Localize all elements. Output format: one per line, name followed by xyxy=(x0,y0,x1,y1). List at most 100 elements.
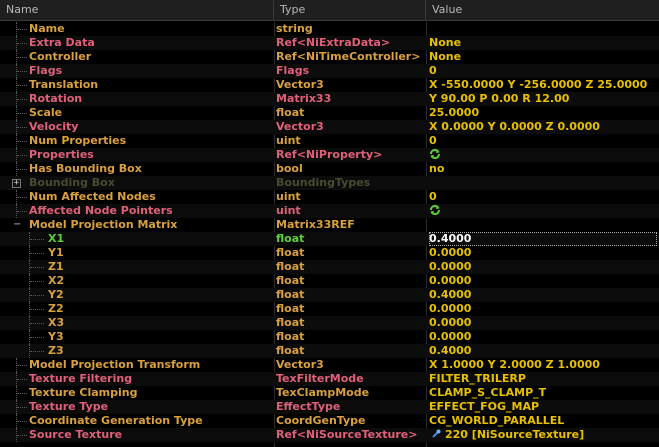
property-value[interactable]: 0.0000 xyxy=(429,330,657,344)
property-value[interactable]: 220 [NiSourceTexture] xyxy=(429,428,657,442)
property-row[interactable]: Affected Node Pointers uint xyxy=(0,204,659,218)
property-row[interactable]: Name string xyxy=(0,22,659,36)
property-value[interactable]: 25.0000 xyxy=(429,106,657,120)
property-row[interactable]: Extra Data Ref<NiExtraData> None xyxy=(0,36,659,50)
property-value[interactable]: 0.0000 xyxy=(429,302,657,316)
property-row[interactable]: Y3 float 0.0000 xyxy=(0,330,659,344)
property-row[interactable]: Controller Ref<NiTimeController> None xyxy=(0,50,659,64)
property-row[interactable]: Has Bounding Box bool no xyxy=(0,162,659,176)
property-row[interactable]: Z1 float 0.0000 xyxy=(0,260,659,274)
property-value[interactable] xyxy=(429,218,657,232)
property-row[interactable]: Source Texture Ref<NiSourceTexture> 220 [N… xyxy=(0,428,659,442)
property-row[interactable]: Velocity Vector3 X 0.0000 Y 0.0000 Z 0.000… xyxy=(0,120,659,134)
property-name: Velocity xyxy=(29,120,79,133)
property-value[interactable]: 0.4000 xyxy=(429,288,657,302)
property-row[interactable]: Num Affected Nodes uint 0 xyxy=(0,190,659,204)
property-type: float xyxy=(276,260,305,273)
property-name: Coordinate Generation Type xyxy=(29,414,203,427)
tree-guide xyxy=(17,85,27,86)
collapse-icon[interactable]: − xyxy=(13,219,22,230)
property-name: Scale xyxy=(29,106,63,119)
property-value[interactable] xyxy=(429,22,657,36)
tree-guide xyxy=(29,246,30,260)
property-value[interactable]: X 1.0000 Y 2.0000 Z 1.0000 xyxy=(429,358,657,372)
type-column-header[interactable]: Type xyxy=(274,0,426,21)
property-row[interactable]: − Model Projection Matrix Matrix33REF xyxy=(0,218,659,232)
property-row[interactable]: X1 float 0.4000 xyxy=(0,232,659,246)
property-row[interactable]: Y1 float 0.0000 xyxy=(0,246,659,260)
tree-guide xyxy=(16,400,17,414)
refresh-icon[interactable] xyxy=(429,148,441,160)
property-value[interactable]: 0.0000 xyxy=(429,246,657,260)
tree-guide xyxy=(29,288,30,302)
property-row[interactable]: Z3 float 0.4000 xyxy=(0,344,659,358)
property-row[interactable]: Y2 float 0.4000 xyxy=(0,288,659,302)
property-name: Texture Type xyxy=(29,400,109,413)
property-name: Source Texture xyxy=(29,428,123,441)
property-value[interactable]: 0.4000 xyxy=(429,344,657,358)
property-value[interactable]: None xyxy=(429,50,657,64)
property-row[interactable]: X3 float 0.0000 xyxy=(0,316,659,330)
tree-guide xyxy=(17,43,27,44)
property-value[interactable]: 0 xyxy=(429,190,657,204)
property-row[interactable]: Texture Filtering TexFilterMode FILTER_TRI… xyxy=(0,372,659,386)
property-value[interactable]: 0 xyxy=(429,134,657,148)
property-row[interactable]: Flags Flags 0 xyxy=(0,64,659,78)
texture-link-icon[interactable] xyxy=(431,429,441,439)
property-name: X2 xyxy=(48,274,65,287)
property-value[interactable]: 0 xyxy=(429,64,657,78)
property-type: Ref<NiTimeController> xyxy=(276,50,421,63)
name-column-header[interactable]: Name xyxy=(0,0,274,21)
property-name: X1 xyxy=(48,232,65,245)
property-value[interactable]: X 0.0000 Y 0.0000 Z 0.0000 xyxy=(429,120,657,134)
tree-guide xyxy=(29,274,30,288)
property-row[interactable]: Texture Clamping TexClampMode CLAMP_S_CLAM… xyxy=(0,386,659,400)
property-value[interactable]: 0.0000 xyxy=(429,260,657,274)
property-row[interactable]: X2 float 0.0000 xyxy=(0,274,659,288)
property-type: BoundingTypes xyxy=(276,176,371,189)
property-name: Num Affected Nodes xyxy=(29,190,156,203)
property-type: uint xyxy=(276,134,301,147)
property-value-text: 0.0000 xyxy=(429,330,472,343)
property-value[interactable] xyxy=(429,176,657,190)
value-column-header[interactable]: Value xyxy=(432,3,463,16)
property-value-text: 0 xyxy=(429,64,437,77)
tree-guide xyxy=(17,393,27,394)
property-value[interactable]: None xyxy=(429,36,657,50)
refresh-icon[interactable] xyxy=(429,204,441,216)
property-name: Texture Clamping xyxy=(29,386,138,399)
property-row[interactable]: Scale float 25.0000 xyxy=(0,106,659,120)
property-row[interactable]: Coordinate Generation Type CoordGenType CG… xyxy=(0,414,659,428)
property-type: TexFilterMode xyxy=(276,372,364,385)
property-value[interactable]: CLAMP_S_CLAMP_T xyxy=(429,386,657,400)
property-row[interactable]: Properties Ref<NiProperty> xyxy=(0,148,659,162)
property-value[interactable]: no xyxy=(429,162,657,176)
property-name: Bounding Box xyxy=(29,176,115,189)
tree-guide xyxy=(16,386,17,400)
property-row[interactable]: + Bounding Box BoundingTypes xyxy=(0,176,659,190)
property-value[interactable]: X -550.0000 Y -256.0000 Z 25.0000 xyxy=(429,78,657,92)
property-type: Ref<NiExtraData> xyxy=(276,36,391,49)
property-row[interactable]: Model Projection Transform Vector3 X 1.000… xyxy=(0,358,659,372)
property-value[interactable]: 0.4000 xyxy=(429,232,657,246)
property-value-text: 0.4000 xyxy=(429,344,472,357)
property-value[interactable]: 0.0000 xyxy=(429,274,657,288)
property-row[interactable]: Translation Vector3 X -550.0000 Y -256.000… xyxy=(0,78,659,92)
property-value[interactable]: FILTER_TRILERP xyxy=(429,372,657,386)
property-value-text: X -550.0000 Y -256.0000 Z 25.0000 xyxy=(429,78,648,91)
property-row[interactable]: Num Properties uint 0 xyxy=(0,134,659,148)
expand-icon[interactable]: + xyxy=(12,178,21,188)
property-row[interactable]: Texture Type EffectType EFFECT_FOG_MAP xyxy=(0,400,659,414)
property-value[interactable]: CG_WORLD_PARALLEL xyxy=(429,414,657,428)
property-name: X3 xyxy=(48,316,65,329)
property-value[interactable] xyxy=(429,148,657,162)
property-value[interactable]: Y 90.00 P 0.00 R 12.00 xyxy=(429,92,657,106)
property-name: Has Bounding Box xyxy=(29,162,142,175)
property-value[interactable]: EFFECT_FOG_MAP xyxy=(429,400,657,414)
property-row[interactable]: Rotation Matrix33 Y 90.00 P 0.00 R 12.00 xyxy=(0,92,659,106)
tree-guide xyxy=(17,99,27,100)
property-value[interactable]: 0.0000 xyxy=(429,316,657,330)
tree-guide xyxy=(29,232,30,246)
property-value[interactable] xyxy=(429,204,657,218)
property-row[interactable]: Z2 float 0.0000 xyxy=(0,302,659,316)
